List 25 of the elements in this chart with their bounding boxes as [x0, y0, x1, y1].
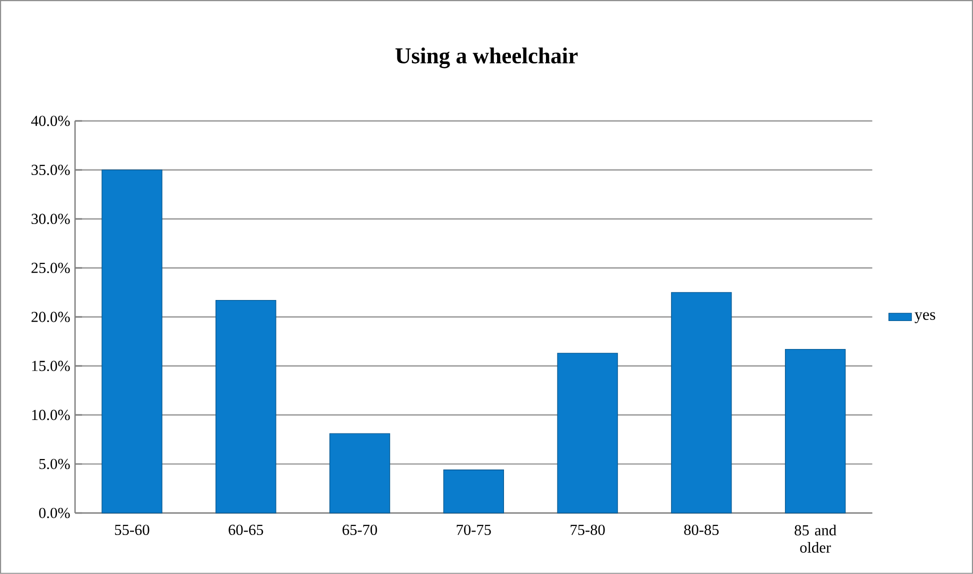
bar — [102, 170, 162, 514]
x-tick-label: 65-70 — [342, 524, 378, 536]
bar — [557, 352, 618, 514]
bar — [443, 470, 504, 514]
x-tick-label: 70-75 — [456, 524, 491, 536]
bar — [216, 300, 276, 514]
chart-title: Using a wheelchair — [395, 48, 578, 68]
y-tick-label: 10.0% — [32, 410, 70, 420]
y-tick-label: 40.0% — [31, 116, 70, 126]
x-tick-label: 85 and older — [794, 524, 836, 553]
y-tick-label: 15.0% — [32, 360, 70, 372]
y-tick-label: 35.0% — [32, 164, 70, 176]
y-tick-label: 25.0% — [32, 262, 70, 274]
bar — [671, 292, 732, 514]
x-tick-label: 75-80 — [570, 524, 605, 536]
bar — [784, 349, 846, 514]
y-tick-label: 20.0% — [32, 312, 70, 322]
bar — [329, 433, 390, 514]
y-tick-label: 5.0% — [39, 458, 70, 470]
x-tick-label: 60-65 — [228, 524, 264, 536]
x-tick-label: 55-60 — [115, 524, 150, 536]
legend-label: yes — [914, 312, 936, 324]
x-tick-label: 80-85 — [684, 524, 719, 536]
y-tick-label: 30.0% — [32, 214, 70, 224]
y-tick-label: 0.0% — [39, 508, 70, 518]
